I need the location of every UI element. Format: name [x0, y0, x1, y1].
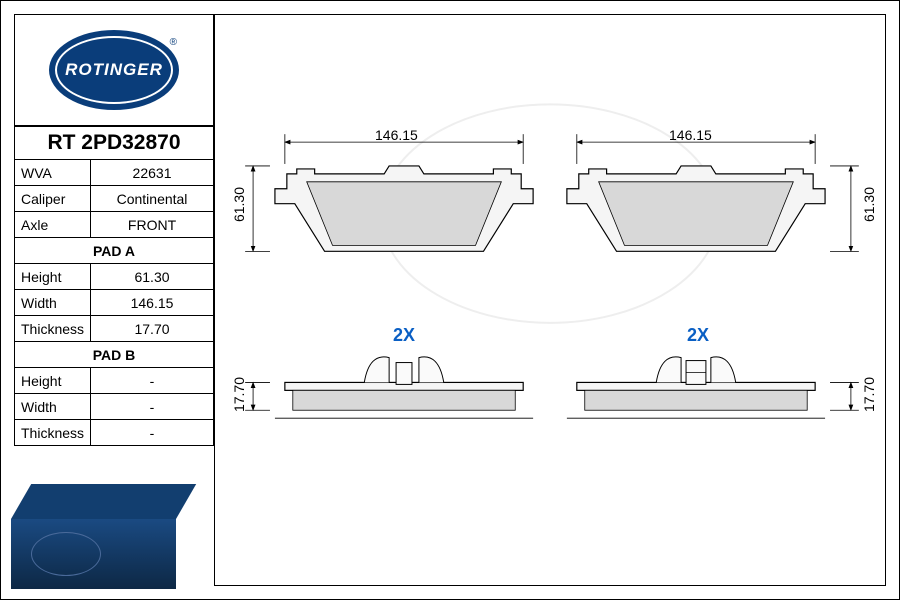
pad-side-right [577, 357, 815, 410]
caliper-label: Caliper [15, 186, 91, 212]
brand-name: ROTINGER [65, 60, 163, 80]
axle-label: Axle [15, 212, 91, 238]
pad-a-header: PAD A [15, 238, 214, 264]
pad-b-width-label: Width [15, 394, 91, 420]
pad-a-thickness-label: Thickness [15, 316, 91, 342]
pad-b-header: PAD B [15, 342, 214, 368]
technical-drawing-panel: 146.15 146.15 61.30 61.30 17.70 17.70 2X… [214, 14, 886, 586]
box-top-face [11, 484, 196, 519]
specification-table: RT 2PD32870 WVA 22631 Caliper Continenta… [14, 126, 214, 446]
wva-value: 22631 [91, 160, 214, 186]
pad-a-thickness-value: 17.70 [91, 316, 214, 342]
caliper-value: Continental [91, 186, 214, 212]
registered-mark-icon: ® [170, 37, 177, 48]
pad-a-height-value: 61.30 [91, 264, 214, 290]
thickness-dim-right: 17.70 [861, 377, 877, 412]
wva-label: WVA [15, 160, 91, 186]
pad-a-height-label: Height [15, 264, 91, 290]
pad-b-height-value: - [91, 368, 214, 394]
pad-b-height-label: Height [15, 368, 91, 394]
pad-a-width-label: Width [15, 290, 91, 316]
width-dim-left: 146.15 [375, 127, 418, 143]
thickness-dim-left: 17.70 [231, 377, 247, 412]
qty-label-right: 2X [687, 325, 709, 346]
width-dim-right: 146.15 [669, 127, 712, 143]
pad-front-left [275, 166, 533, 251]
brand-logo-badge: ROTINGER ® [49, 30, 179, 110]
height-dim-right: 61.30 [861, 187, 877, 222]
pad-a-width-value: 146.15 [91, 290, 214, 316]
pad-side-left [285, 357, 523, 410]
brand-logo-inner-ring: ROTINGER [55, 36, 173, 104]
product-box-illustration [11, 484, 176, 589]
drawing-svg [215, 15, 885, 585]
pad-b-thickness-value: - [91, 420, 214, 446]
axle-value: FRONT [91, 212, 214, 238]
pad-b-thickness-label: Thickness [15, 420, 91, 446]
box-logo-oval [31, 532, 101, 576]
pad-b-width-value: - [91, 394, 214, 420]
pad-front-right [567, 166, 825, 251]
part-number: RT 2PD32870 [15, 127, 214, 160]
brand-logo-panel: ROTINGER ® [14, 14, 214, 126]
qty-label-left: 2X [393, 325, 415, 346]
height-dim-left: 61.30 [231, 187, 247, 222]
